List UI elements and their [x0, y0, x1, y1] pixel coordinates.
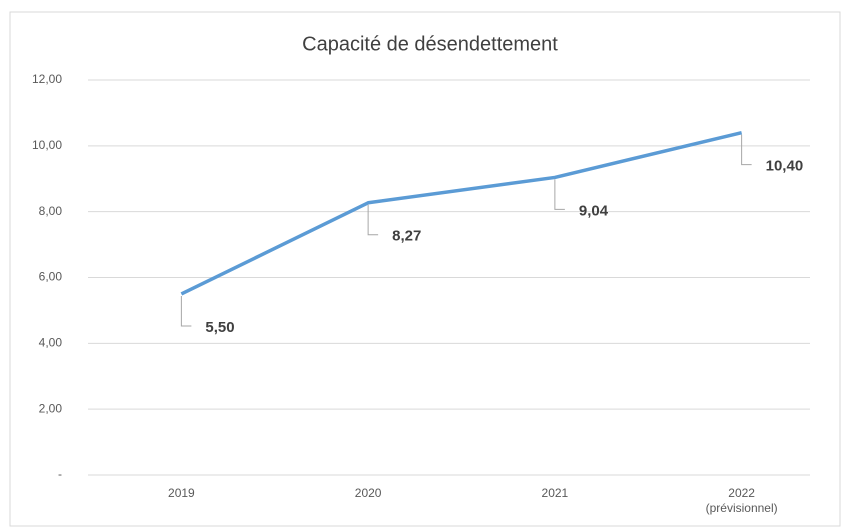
chart-title: Capacité de désendettement	[302, 33, 558, 55]
x-tick-label: 2019	[168, 486, 195, 500]
y-tick-label: 4,00	[39, 336, 63, 350]
x-tick-label: 2020	[354, 486, 382, 500]
line	[180, 130, 743, 296]
data-label: 8,27	[392, 228, 421, 245]
x-tick-label: 2022 (prévisionnel)	[705, 486, 778, 515]
leader-line	[741, 134, 752, 166]
y-tick-label: -	[58, 467, 62, 481]
leader-line	[554, 179, 565, 210]
leader-line	[180, 295, 192, 327]
x-tick-label: 2021	[541, 486, 569, 500]
y-tick-label: 8,00	[39, 204, 63, 218]
y-tick-label: 10,00	[32, 138, 62, 152]
data-label: 5,50	[205, 319, 234, 336]
data-label: 10,40	[766, 158, 804, 175]
leader-line	[367, 204, 379, 236]
y-tick-label: 12,00	[32, 72, 62, 86]
y-tick-label: 6,00	[39, 270, 63, 284]
y-tick-label: 2,00	[39, 401, 63, 415]
data-label: 9,04	[579, 202, 609, 219]
chart-border	[9, 11, 841, 527]
